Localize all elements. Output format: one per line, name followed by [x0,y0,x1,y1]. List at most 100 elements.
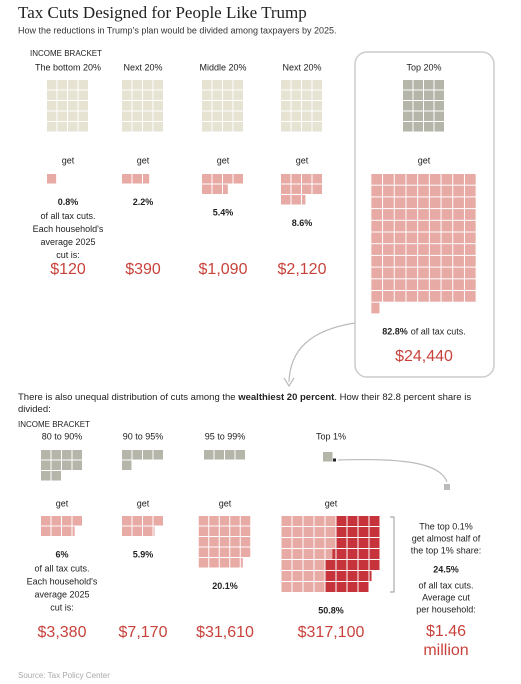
waffle-cell [429,185,441,197]
waffle-cell [122,174,132,184]
waffle-cell [358,582,369,592]
waffle-cell [403,122,413,132]
waffle-cell [453,267,464,279]
waffle-cell [153,90,163,100]
waffle-cell [132,90,142,100]
waffle-cell [223,111,233,121]
waffle-cell [292,560,303,570]
waffle-cell [78,101,88,111]
intro-text: . How their 82.8 percent share is divide… [18,392,472,415]
waffle-cell [233,80,243,90]
waffle-cell [281,111,291,121]
waffle-cell [323,452,333,462]
label: of all tax cuts. [34,563,89,573]
label: get [217,155,230,165]
waffle-cell [291,90,301,100]
label: average 2025 [34,589,89,599]
waffle-cell [122,80,132,90]
waffle-cell [212,101,222,111]
waffle-cell [394,232,406,244]
waffle-cell [78,122,88,132]
label: get [137,155,150,165]
waffle-cell [303,571,314,581]
label: $3,380 [38,624,87,641]
label: get [325,498,338,508]
waffle-cell [212,122,222,132]
share-waffle [202,174,243,194]
waffle-cell [72,460,82,470]
waffle-cell [371,209,383,220]
waffle-cell [41,516,51,526]
waffle-cell [51,471,61,481]
waffle-cell [212,80,222,90]
waffle-cell [394,209,406,220]
waffle-cell [143,174,150,184]
waffle-cell [143,450,153,460]
label: Each household's [33,224,104,234]
label: 8.6% [292,218,313,228]
waffle-cell [312,174,322,184]
waffle-cell [464,174,476,185]
waffle-cell [406,197,418,209]
label: Average cut [422,592,470,602]
waffle-cell [424,122,434,132]
waffle-cell [453,209,464,220]
waffle-cell [51,460,61,470]
waffle-cell [418,244,429,255]
label: per household: [416,604,476,614]
waffle-cell [292,571,303,581]
waffle-cell [394,197,406,209]
label: The top 0.1% [419,521,473,531]
waffle-cell [424,90,434,100]
waffle-cell [403,90,413,100]
waffle-cell [230,558,240,568]
waffle-cell [219,547,230,557]
waffle-cell [336,538,347,548]
waffle-cell [453,291,464,302]
waffle-cell [369,549,380,559]
intro: There is also unequal distribution of cu… [18,392,498,416]
label: $24,440 [395,348,453,365]
bracket-label: INCOME BRACKET [18,420,90,429]
waffle-cell [122,101,132,111]
waffle-cell [347,538,358,548]
waffle-cell [240,547,251,557]
label: $120 [50,261,86,278]
waffle-cell [212,111,222,121]
waffle-cell [358,560,369,570]
label: 5.9% [133,549,154,559]
waffle-cell [302,122,312,132]
waffle-cell [143,101,153,111]
waffle-cell [281,582,292,592]
waffle-cell [132,174,142,184]
waffle-cell [292,538,303,548]
waffle-cell [78,80,88,90]
waffle-cell [434,90,444,100]
waffle-cell [371,279,383,290]
waffle-cell [153,111,163,121]
waffle-cell [202,90,212,100]
waffle-cell [383,209,394,220]
waffle-cell [202,174,212,184]
waffle-cell [383,244,394,255]
waffle-cell [383,185,394,197]
waffle-cell [371,197,383,209]
waffle-cell [281,195,291,205]
waffle-cell [57,101,67,111]
waffle-cell [223,101,233,111]
waffle-cell [312,111,322,121]
waffle-cell [281,560,292,570]
waffle-cell [291,122,301,132]
waffle-cell [122,460,132,470]
waffle-cell [406,220,418,232]
waffle-cell [325,582,336,592]
waffle-cell [453,220,464,232]
waffle-cell [122,450,132,460]
waffle-cell [291,101,301,111]
waffle-cell [47,122,57,132]
waffle-cell [292,582,303,592]
waffle-cell [429,244,441,255]
label: of all tax cuts. [40,211,95,221]
waffle-cell [198,526,209,536]
waffle-cell [240,558,243,568]
